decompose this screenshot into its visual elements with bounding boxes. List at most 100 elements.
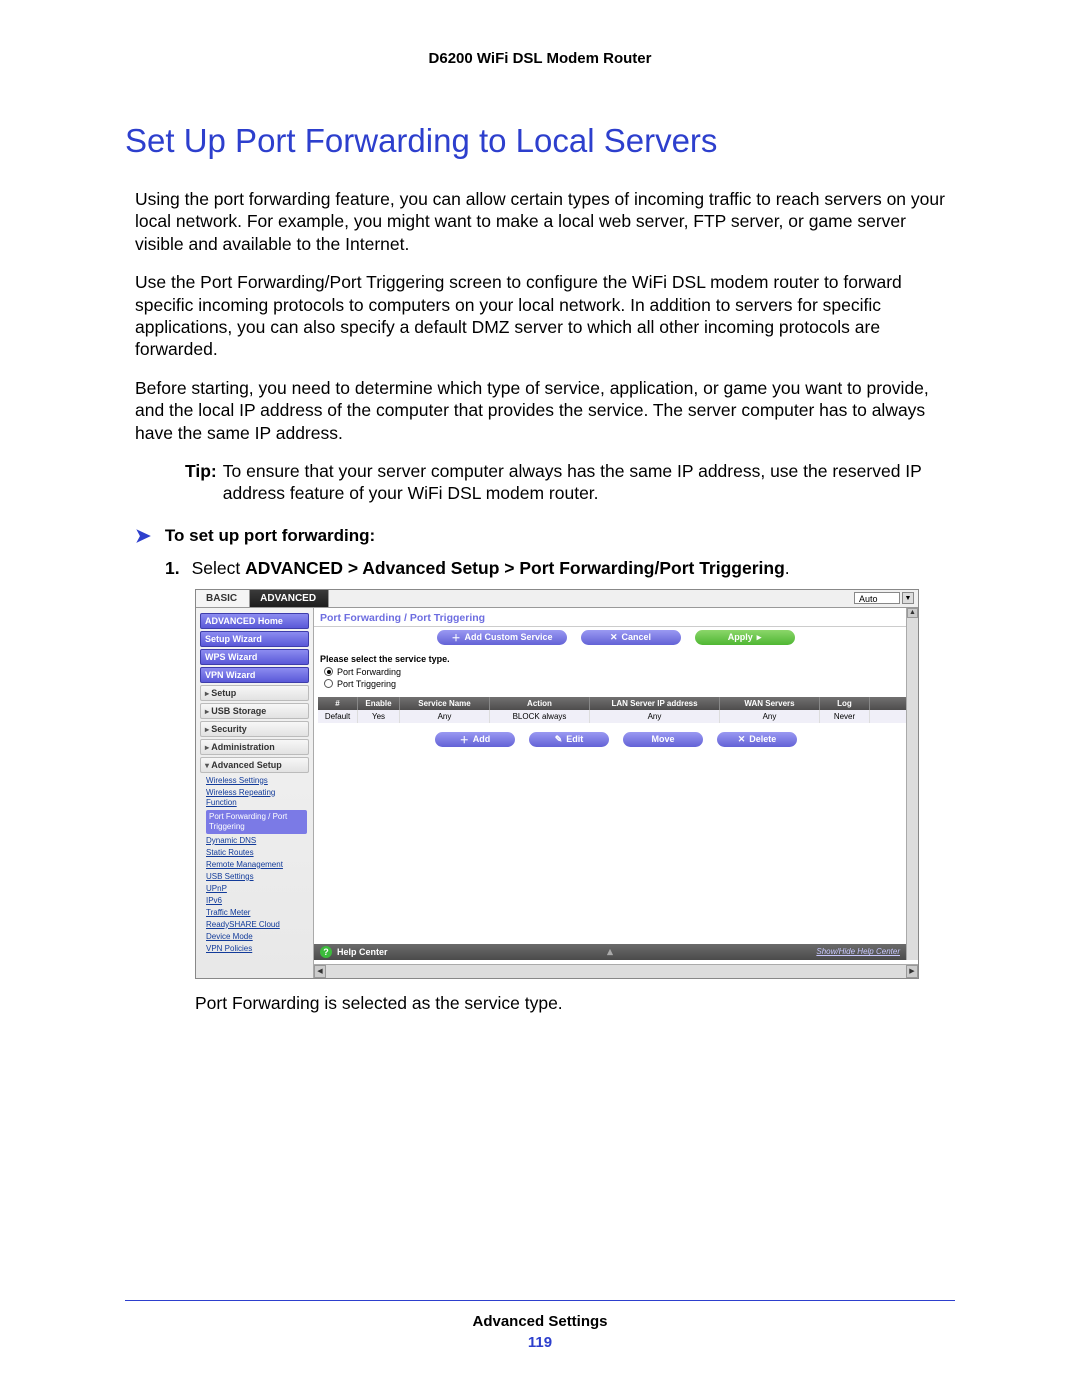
radio-icon	[324, 679, 333, 688]
delete-button[interactable]: ✕Delete	[717, 732, 797, 747]
screenshot-tabbar: BASIC ADVANCED Auto ▼	[196, 590, 918, 608]
tip-text: To ensure that your server computer alwa…	[223, 460, 955, 505]
subitem-usb-settings[interactable]: USB Settings	[206, 871, 307, 883]
edit-label: Edit	[566, 734, 583, 744]
after-screenshot-text: Port Forwarding is selected as the servi…	[195, 993, 955, 1014]
table-header: # Enable Service Name Action LAN Server …	[318, 697, 914, 710]
language-field: Auto	[854, 592, 900, 604]
subitem-readyshare[interactable]: ReadySHARE Cloud	[206, 919, 307, 931]
pane-title: Port Forwarding / Port Triggering	[314, 608, 918, 627]
tip-label: Tip:	[185, 460, 217, 505]
cancel-button[interactable]: ✕ Cancel	[581, 630, 681, 645]
tab-advanced[interactable]: ADVANCED	[250, 590, 329, 607]
td-enable: Yes	[358, 710, 400, 723]
procedure-heading-text: To set up port forwarding:	[165, 526, 375, 546]
sidebar-setup-wizard[interactable]: Setup Wizard	[200, 631, 309, 647]
horizontal-scrollbar[interactable]: ◀ ▶	[314, 964, 918, 978]
edit-button[interactable]: ✎Edit	[529, 732, 609, 747]
th-lan: LAN Server IP address	[590, 697, 720, 710]
step-text: Select ADVANCED > Advanced Setup > Port …	[192, 558, 790, 579]
service-type-label: Please select the service type.	[314, 648, 918, 667]
subitem-vpn-policies[interactable]: VPN Policies	[206, 943, 307, 955]
dropdown-icon[interactable]: ▼	[902, 592, 914, 604]
move-label: Move	[651, 734, 674, 744]
add-label: Add	[473, 734, 491, 744]
subitem-port-forwarding[interactable]: Port Forwarding / Port Triggering	[206, 810, 307, 834]
sidebar-sublist: Wireless Settings Wireless Repeating Fun…	[206, 775, 307, 955]
step-text-post: .	[785, 558, 790, 578]
tip-block: Tip: To ensure that your server computer…	[185, 460, 955, 505]
router-screenshot: BASIC ADVANCED Auto ▼ ADVANCED Home Setu…	[195, 589, 919, 979]
subitem-traffic-meter[interactable]: Traffic Meter	[206, 907, 307, 919]
arrow-icon: ▸	[757, 632, 762, 643]
apply-button[interactable]: Apply ▸	[695, 630, 795, 645]
subitem-wireless-settings[interactable]: Wireless Settings	[206, 775, 307, 787]
scroll-left-icon[interactable]: ◀	[314, 965, 326, 978]
th-num: #	[318, 697, 358, 710]
table-row[interactable]: Default Yes Any BLOCK always Any Any Nev…	[318, 710, 914, 723]
help-center[interactable]: ? Help Center	[320, 946, 388, 958]
move-button[interactable]: Move	[623, 732, 703, 747]
paragraph-2: Use the Port Forwarding/Port Triggering …	[135, 271, 955, 361]
subitem-upnp[interactable]: UPnP	[206, 883, 307, 895]
sidebar-group-admin[interactable]: Administration	[200, 739, 309, 755]
procedure-heading: ➤ To set up port forwarding:	[135, 525, 955, 548]
footer-rule	[125, 1300, 955, 1301]
subitem-device-mode[interactable]: Device Mode	[206, 931, 307, 943]
add-button[interactable]: ＋Add	[435, 732, 515, 747]
plus-icon: ＋	[451, 631, 460, 644]
subitem-static-routes[interactable]: Static Routes	[206, 847, 307, 859]
chevron-icon: ➤	[135, 525, 151, 548]
top-button-row: ＋Add Custom Service ✕ Cancel Apply ▸	[314, 627, 918, 648]
help-bar: ? Help Center ▴ Show/Hide Help Center	[314, 944, 906, 960]
section-title: Set Up Port Forwarding to Local Servers	[125, 122, 955, 160]
page-footer: Advanced Settings 119	[0, 1313, 1080, 1351]
subitem-dynamic-dns[interactable]: Dynamic DNS	[206, 835, 307, 847]
sidebar-group-advsetup[interactable]: Advanced Setup	[200, 757, 309, 773]
step-text-bold: ADVANCED > Advanced Setup > Port Forward…	[245, 558, 785, 578]
pencil-icon: ✎	[555, 734, 563, 745]
sidebar-group-usb[interactable]: USB Storage	[200, 703, 309, 719]
page-number: 119	[0, 1334, 1080, 1351]
help-center-label: Help Center	[337, 947, 388, 957]
td-num: Default	[318, 710, 358, 723]
paragraph-1: Using the port forwarding feature, you c…	[135, 188, 955, 255]
add-custom-service-button[interactable]: ＋Add Custom Service	[437, 630, 566, 645]
subitem-wireless-repeating[interactable]: Wireless Repeating Function	[206, 787, 307, 809]
question-icon: ?	[320, 946, 332, 958]
subitem-ipv6[interactable]: IPv6	[206, 895, 307, 907]
radio-port-triggering[interactable]: Port Triggering	[314, 679, 918, 691]
cancel-label: Cancel	[622, 632, 652, 642]
scroll-up-icon[interactable]: ▲	[907, 608, 918, 618]
paragraph-3: Before starting, you need to determine w…	[135, 377, 955, 444]
td-wan: Any	[720, 710, 820, 723]
bottom-button-row: ＋Add ✎Edit Move ✕Delete	[314, 727, 918, 752]
scroll-right-icon[interactable]: ▶	[906, 965, 918, 978]
vertical-scrollbar[interactable]: ▲	[906, 608, 918, 960]
delete-label: Delete	[749, 734, 776, 744]
radio-port-forwarding[interactable]: Port Forwarding	[314, 667, 918, 679]
sidebar-group-security[interactable]: Security	[200, 721, 309, 737]
help-toggle-link[interactable]: Show/Hide Help Center	[816, 947, 900, 956]
radio-label-2: Port Triggering	[337, 679, 396, 689]
radio-icon	[324, 667, 333, 676]
x-icon: ✕	[610, 632, 618, 643]
td-action: BLOCK always	[490, 710, 590, 723]
th-action: Action	[490, 697, 590, 710]
radio-label-1: Port Forwarding	[337, 667, 401, 677]
sidebar-wps-wizard[interactable]: WPS Wizard	[200, 649, 309, 665]
td-service: Any	[400, 710, 490, 723]
th-enable: Enable	[358, 697, 400, 710]
language-selector[interactable]: Auto ▼	[854, 590, 918, 607]
caret-up-icon[interactable]: ▴	[607, 945, 613, 958]
th-log: Log	[820, 697, 870, 710]
sidebar-group-setup[interactable]: Setup	[200, 685, 309, 701]
sidebar-vpn-wizard[interactable]: VPN Wizard	[200, 667, 309, 683]
footer-label: Advanced Settings	[0, 1313, 1080, 1330]
tab-basic[interactable]: BASIC	[196, 590, 250, 607]
subitem-remote-mgmt[interactable]: Remote Management	[206, 859, 307, 871]
sidebar-advanced-home[interactable]: ADVANCED Home	[200, 613, 309, 629]
sidebar: ADVANCED Home Setup Wizard WPS Wizard VP…	[196, 608, 314, 978]
step-1: 1. Select ADVANCED > Advanced Setup > Po…	[165, 558, 955, 579]
apply-label: Apply	[728, 632, 753, 642]
